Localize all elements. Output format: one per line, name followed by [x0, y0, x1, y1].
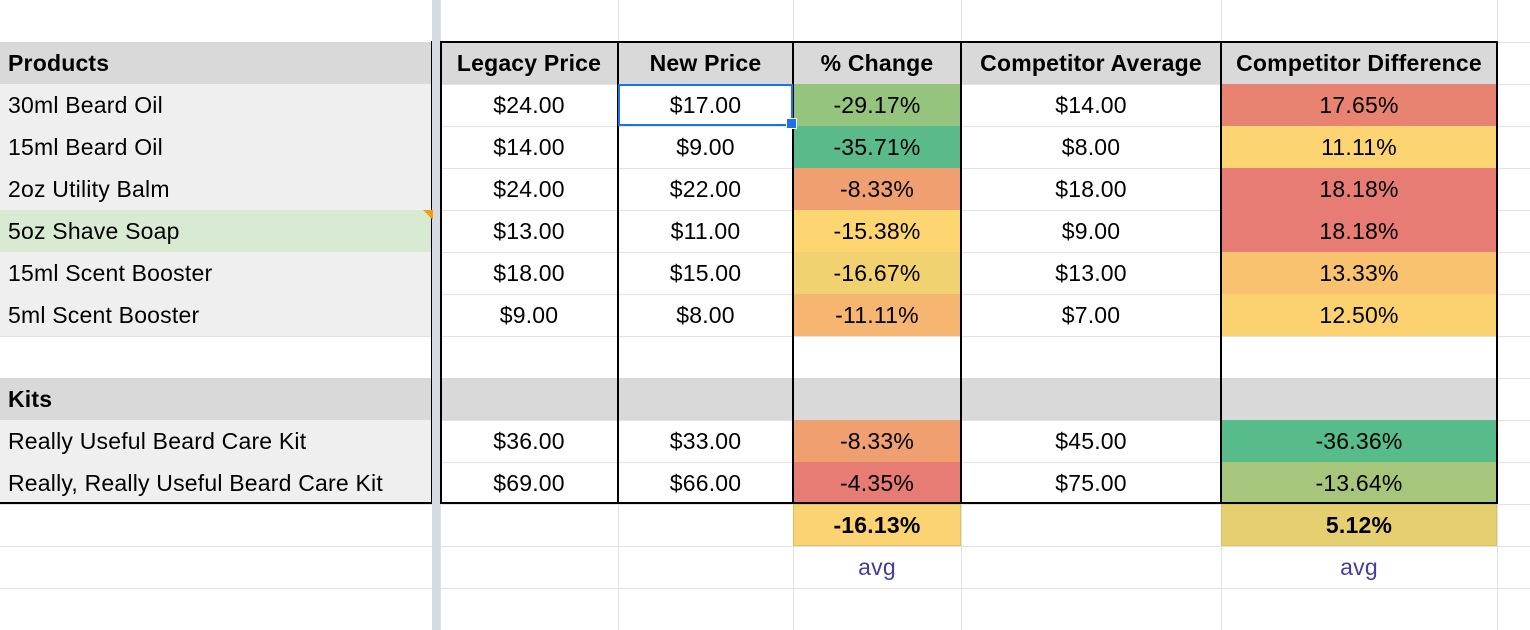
avg-competitor-difference-cell[interactable]: 5.12%: [1221, 504, 1497, 546]
competitor-difference-cell[interactable]: 17.65%: [1221, 84, 1497, 126]
new-price-cell[interactable]: $11.00: [670, 217, 741, 244]
frozen-column-divider[interactable]: [432, 0, 440, 630]
table-column-border: [960, 41, 962, 504]
kit-name-cell[interactable]: Really, Really Useful Beard Care Kit: [0, 462, 433, 504]
row-gridline: [0, 210, 1530, 211]
competitor-average-cell[interactable]: $9.00: [1061, 217, 1121, 244]
competitor-difference-cell[interactable]: 13.33%: [1221, 252, 1497, 294]
new-price-cell[interactable]: $66.00: [669, 469, 742, 496]
legacy-price-cell[interactable]: $36.00: [493, 427, 565, 454]
fill-handle[interactable]: [786, 118, 797, 129]
competitor-difference-cell[interactable]: -13.64%: [1221, 462, 1497, 504]
product-name-cell[interactable]: 30ml Beard Oil: [0, 84, 433, 126]
competitor-average-cell[interactable]: $13.00: [1055, 259, 1127, 286]
new-price-cell[interactable]: $15.00: [669, 259, 742, 286]
pct-change-cell[interactable]: -8.33%: [793, 168, 961, 210]
legacy-price-cell[interactable]: $18.00: [493, 259, 565, 286]
pct-change-cell[interactable]: -4.35%: [793, 462, 961, 504]
table-column-border: [1496, 41, 1498, 504]
header-products[interactable]: Products: [0, 42, 433, 84]
avg-label[interactable]: avg: [1340, 553, 1378, 580]
new-price-cell[interactable]: $33.00: [669, 427, 742, 454]
table-column-border: [617, 41, 619, 504]
product-name-cell[interactable]: 2oz Utility Balm: [0, 168, 433, 210]
header-new-price[interactable]: New Price: [618, 42, 793, 84]
competitor-difference-cell[interactable]: 18.18%: [1221, 210, 1497, 252]
product-name-cell[interactable]: 5oz Shave Soap: [0, 210, 433, 252]
pct-change-cell[interactable]: -15.38%: [793, 210, 961, 252]
kits-header-cell[interactable]: [1221, 378, 1497, 420]
competitor-average-cell[interactable]: $18.00: [1055, 175, 1127, 202]
table-bottom-border: [0, 502, 1498, 504]
legacy-price-cell[interactable]: $14.00: [493, 133, 565, 160]
legacy-price-cell[interactable]: $9.00: [499, 301, 559, 328]
kits-header-cell[interactable]: [618, 378, 793, 420]
pct-change-cell[interactable]: -16.67%: [793, 252, 961, 294]
table-column-border: [1220, 41, 1222, 504]
kits-header-cell[interactable]: [793, 378, 961, 420]
pct-change-cell[interactable]: -29.17%: [793, 84, 961, 126]
header-competitor-difference[interactable]: Competitor Difference: [1221, 42, 1497, 84]
kits-header-cell[interactable]: [440, 378, 618, 420]
row-gridline: [0, 504, 1530, 505]
legacy-price-cell[interactable]: $24.00: [493, 175, 565, 202]
avg-label[interactable]: avg: [858, 553, 896, 580]
header-legacy-price[interactable]: Legacy Price: [440, 42, 618, 84]
competitor-average-cell[interactable]: $75.00: [1055, 469, 1127, 496]
pct-change-cell[interactable]: -11.11%: [793, 294, 961, 336]
product-name-cell[interactable]: 15ml Beard Oil: [0, 126, 433, 168]
table-column-border: [440, 41, 442, 504]
legacy-price-cell[interactable]: $24.00: [493, 91, 565, 118]
competitor-average-cell[interactable]: $8.00: [1061, 133, 1121, 160]
table-column-border: [792, 41, 794, 504]
product-name-cell[interactable]: 15ml Scent Booster: [0, 252, 433, 294]
kits-header-cell[interactable]: [961, 378, 1221, 420]
kit-name-cell[interactable]: Really Useful Beard Care Kit: [0, 420, 433, 462]
pct-change-cell[interactable]: -8.33%: [793, 420, 961, 462]
row-gridline: [0, 252, 1530, 253]
competitor-average-cell[interactable]: $14.00: [1055, 91, 1127, 118]
legacy-price-cell[interactable]: $69.00: [493, 469, 565, 496]
header-competitor-average[interactable]: Competitor Average: [961, 42, 1221, 84]
competitor-difference-cell[interactable]: 12.50%: [1221, 294, 1497, 336]
competitor-average-cell[interactable]: $45.00: [1055, 427, 1127, 454]
row-gridline: [0, 168, 1530, 169]
header-pct-change[interactable]: % Change: [793, 42, 961, 84]
avg-pct-change-cell[interactable]: -16.13%: [793, 504, 961, 546]
row-gridline: [0, 336, 1530, 337]
row-gridline: [0, 546, 1530, 547]
competitor-difference-cell[interactable]: 11.11%: [1221, 126, 1497, 168]
new-price-cell[interactable]: $22.00: [669, 175, 742, 202]
new-price-cell[interactable]: $9.00: [676, 133, 735, 160]
kits-section-label[interactable]: Kits: [0, 378, 433, 420]
row-gridline: [0, 420, 1530, 421]
table-top-border: [440, 41, 1498, 43]
legacy-price-cell[interactable]: $13.00: [493, 217, 565, 244]
row-gridline: [0, 126, 1530, 127]
pct-change-cell[interactable]: -35.71%: [793, 126, 961, 168]
new-price-cell[interactable]: $17.00: [669, 91, 742, 118]
product-name-cell[interactable]: 5ml Scent Booster: [0, 294, 433, 336]
competitor-average-cell[interactable]: $7.00: [1061, 301, 1121, 328]
new-price-cell[interactable]: $8.00: [676, 301, 735, 328]
comment-marker-icon[interactable]: [423, 210, 433, 220]
competitor-difference-cell[interactable]: -36.36%: [1221, 420, 1497, 462]
row-gridline: [0, 462, 1530, 463]
row-gridline: [0, 294, 1530, 295]
competitor-difference-cell[interactable]: 18.18%: [1221, 168, 1497, 210]
selected-cell-border: [618, 84, 793, 126]
row-gridline: [0, 588, 1530, 589]
